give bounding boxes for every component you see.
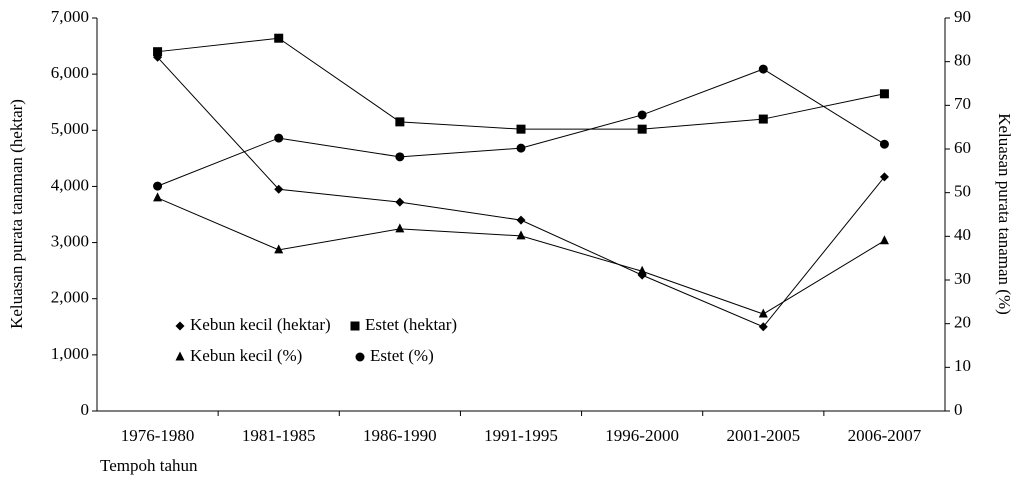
- marker: [879, 139, 889, 149]
- marker: [395, 117, 405, 127]
- x-tick-label: 1991-1995: [484, 426, 558, 445]
- x-tick-label: 1976-1980: [121, 426, 195, 445]
- marker: [879, 89, 889, 99]
- legend-marker: [350, 321, 360, 331]
- y-tick-label: 3,000: [51, 231, 89, 250]
- y-tick-label: 2,000: [51, 288, 89, 307]
- y-tick-label: 6,000: [51, 63, 89, 82]
- marker: [879, 172, 889, 182]
- marker: [758, 308, 768, 318]
- y2-tick-label: 30: [954, 269, 971, 288]
- y2-tick-label: 70: [954, 94, 971, 113]
- marker: [395, 152, 405, 162]
- marker: [516, 143, 526, 153]
- y-axis-label: Keluasan purata tanaman (hektar): [7, 99, 26, 329]
- marker: [758, 64, 768, 74]
- marker: [153, 181, 163, 191]
- y2-axis-label: Keluasan purata tanaman (%): [995, 113, 1014, 315]
- legend-label: Kebun kecil (%): [190, 346, 302, 365]
- series-line: [157, 197, 885, 315]
- legend-marker: [175, 351, 185, 361]
- marker: [758, 114, 768, 124]
- legend-label: Estet (hektar): [365, 315, 457, 334]
- y2-tick-label: 80: [954, 51, 971, 70]
- marker: [153, 47, 163, 57]
- marker: [395, 223, 405, 233]
- y-tick-label: 4,000: [51, 175, 89, 194]
- marker: [516, 230, 526, 240]
- y-tick-label: 0: [81, 400, 90, 419]
- series-line: [157, 56, 885, 328]
- y2-tick-label: 60: [954, 138, 971, 157]
- marker: [274, 244, 284, 254]
- marker: [758, 322, 768, 332]
- marker: [637, 124, 647, 134]
- x-axis-label: Tempoh tahun: [100, 456, 198, 475]
- x-tick-label: 2006-2007: [848, 426, 922, 445]
- y-tick-label: 1,000: [51, 344, 89, 363]
- y2-tick-label: 20: [954, 313, 971, 332]
- x-tick-label: 2001-2005: [726, 426, 800, 445]
- marker: [274, 184, 284, 194]
- y2-tick-label: 10: [954, 356, 971, 375]
- legend-label: Estet (%): [370, 346, 434, 365]
- marker: [879, 235, 889, 245]
- marker: [395, 197, 405, 207]
- x-tick-label: 1996-2000: [605, 426, 679, 445]
- x-tick-label: 1986-1990: [363, 426, 437, 445]
- marker: [274, 133, 284, 143]
- y-tick-label: 5,000: [51, 119, 89, 138]
- marker: [153, 192, 163, 202]
- x-tick-label: 1981-1985: [242, 426, 316, 445]
- marker: [274, 33, 284, 43]
- legend-marker: [355, 352, 365, 362]
- marker: [637, 110, 647, 120]
- marker: [637, 265, 647, 275]
- legend-label: Kebun kecil (hektar): [190, 315, 331, 334]
- series-line: [157, 37, 885, 130]
- legend-marker: [175, 321, 185, 331]
- y-tick-label: 7,000: [51, 7, 89, 26]
- marker: [516, 124, 526, 134]
- y2-tick-label: 40: [954, 225, 971, 244]
- y2-tick-label: 50: [954, 182, 971, 201]
- y2-tick-label: 90: [954, 7, 971, 26]
- y2-tick-label: 0: [954, 400, 963, 419]
- marker: [516, 215, 526, 225]
